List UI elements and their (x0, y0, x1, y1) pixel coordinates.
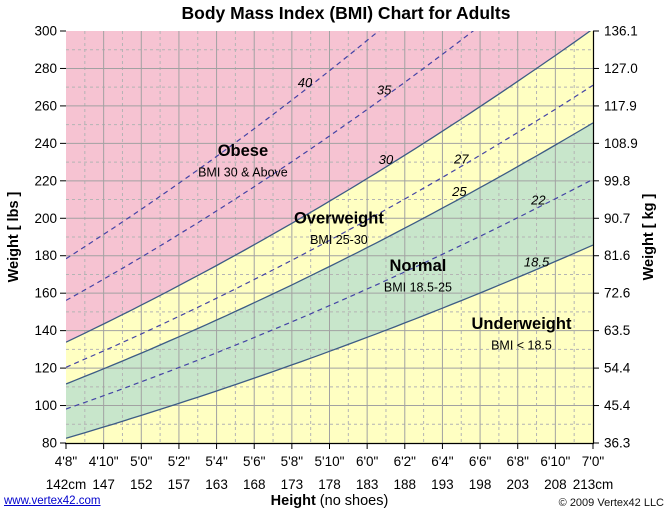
y-axis-label-kg: Weight [ kg ] (641, 193, 657, 281)
bmi-line-label-27: 27 (453, 151, 469, 166)
bmi-line-labels: 40 35 30 27 25 22 18.5 (298, 75, 550, 270)
y-right-tick-label: 81.6 (604, 248, 630, 263)
x-tick-label-feet: 6'2" (394, 454, 417, 469)
x-tick-label-cm: 188 (394, 477, 417, 492)
x-tick-label-feet: 6'6" (469, 454, 492, 469)
y-left-tick-label: 260 (34, 98, 57, 113)
region-sublabel-normal: BMI 18.5-25 (384, 281, 452, 295)
x-tick-label-feet: 6'0" (356, 454, 379, 469)
y-right-tick-label: 108.9 (604, 136, 638, 151)
y-left-tick-label: 140 (34, 323, 57, 338)
vertex42-link[interactable]: www.vertex42.com (4, 495, 101, 507)
x-tick-label-cm: 163 (205, 477, 228, 492)
region-label-normal: Normal (390, 257, 447, 275)
y-right-tick-label: 54.4 (604, 361, 631, 376)
x-tick-label-feet: 5'10" (315, 454, 345, 469)
gridlines-major (66, 31, 593, 443)
region-fill-obese (66, 31, 591, 343)
y-left-tick-label: 120 (34, 361, 57, 376)
x-tick-label-feet: 6'10" (540, 454, 570, 469)
y-left-tick-label: 300 (34, 24, 57, 39)
bmi-line-22 (66, 178, 593, 410)
x-tick-label-cm: 142cm (46, 477, 87, 492)
tick-labels: 80 100 120 140 160 180 200 220 240 260 280 300 36.3 4… (34, 24, 637, 493)
copyright-text: © 2009 Vertex42 LLC (558, 497, 664, 509)
bmi-line-30 (66, 31, 592, 343)
y-right-tick-label: 72.6 (604, 286, 630, 301)
x-tick-label-feet: 5'4" (205, 454, 228, 469)
region-sublabel-underweight: BMI < 18.5 (491, 339, 552, 353)
bmi-line-25 (66, 122, 593, 385)
x-tick-label-cm: 168 (243, 477, 266, 492)
x-tick-label-cm: 152 (130, 477, 153, 492)
x-axis-label: Height (no shoes) (66, 493, 593, 509)
x-tick-label-cm: 173 (281, 477, 304, 492)
y-right-tick-label: 63.5 (604, 323, 630, 338)
region-labels: Obese BMI 30 & Above Overweight BMI 25-30 No… (198, 142, 572, 353)
x-tick-label-cm: 208 (544, 477, 567, 492)
x-tick-label-feet: 6'4" (431, 454, 454, 469)
region-label-overweight: Overweight (294, 209, 384, 227)
x-tick-label-cm: 193 (431, 477, 454, 492)
x-tick-label-feet: 6'8" (507, 454, 530, 469)
x-tick-label-cm: 147 (92, 477, 115, 492)
y-right-tick-label: 90.7 (604, 211, 630, 226)
tick-marks (60, 30, 599, 449)
y-axis-label-lbs: Weight [ lbs ] (6, 191, 22, 283)
y-left-tick-label: 180 (34, 248, 57, 263)
x-tick-label-feet: 7'0" (582, 454, 605, 469)
y-right-tick-label: 36.3 (604, 436, 630, 451)
y-left-tick-label: 80 (42, 436, 57, 451)
x-axis-label-height: Height (270, 493, 316, 509)
y-left-tick-label: 200 (34, 211, 57, 226)
x-axis-label-noshoes: (no shoes) (315, 493, 389, 509)
bmi-line-label-25: 25 (451, 184, 467, 199)
bmi-line-label-40: 40 (298, 75, 313, 90)
bmi-line-label-30: 30 (379, 152, 394, 167)
x-tick-label-feet: 5'8" (281, 454, 304, 469)
bmi-line-label-18.5: 18.5 (524, 254, 550, 269)
region-label-underweight: Underweight (472, 315, 572, 333)
x-tick-label-cm: 183 (356, 477, 379, 492)
plot-area (66, 31, 593, 443)
x-tick-label-cm: 157 (168, 477, 191, 492)
x-tick-label-cm: 178 (318, 477, 341, 492)
y-left-tick-label: 280 (34, 61, 57, 76)
x-tick-label-feet: 5'0" (130, 454, 153, 469)
region-sublabel-overweight: BMI 25-30 (310, 233, 368, 247)
bmi-line-label-22: 22 (530, 192, 546, 207)
region-sublabel-obese: BMI 30 & Above (198, 165, 288, 179)
y-right-tick-label: 136.1 (604, 24, 638, 39)
x-tick-label-feet: 4'10" (89, 454, 119, 469)
y-right-tick-label: 127.0 (604, 61, 638, 76)
x-tick-label-feet: 5'2" (168, 454, 191, 469)
bmi-line-35 (66, 31, 475, 301)
x-tick-label-cm: 203 (506, 477, 529, 492)
x-tick-label-cm: 198 (469, 477, 492, 492)
y-left-tick-label: 160 (34, 286, 57, 301)
y-left-tick-label: 100 (34, 398, 57, 413)
x-tick-label-feet: 5'6" (243, 454, 266, 469)
x-tick-label-feet: 4'8" (55, 454, 78, 469)
chart-title: Body Mass Index (BMI) Chart for Adults (181, 3, 511, 23)
bmi-line-27 (66, 84, 593, 368)
gridlines-minor (66, 31, 593, 443)
y-right-tick-label: 117.9 (604, 98, 637, 113)
x-tick-label-cm: 213cm (573, 477, 614, 492)
y-right-tick-label: 45.4 (604, 398, 631, 413)
bmi-line-18.5 (66, 244, 593, 439)
y-left-tick-label: 240 (34, 136, 57, 151)
region-label-obese: Obese (218, 142, 268, 160)
y-right-tick-label: 99.8 (604, 173, 630, 188)
y-left-tick-label: 220 (34, 173, 57, 188)
bmi-line-label-35: 35 (377, 82, 392, 97)
